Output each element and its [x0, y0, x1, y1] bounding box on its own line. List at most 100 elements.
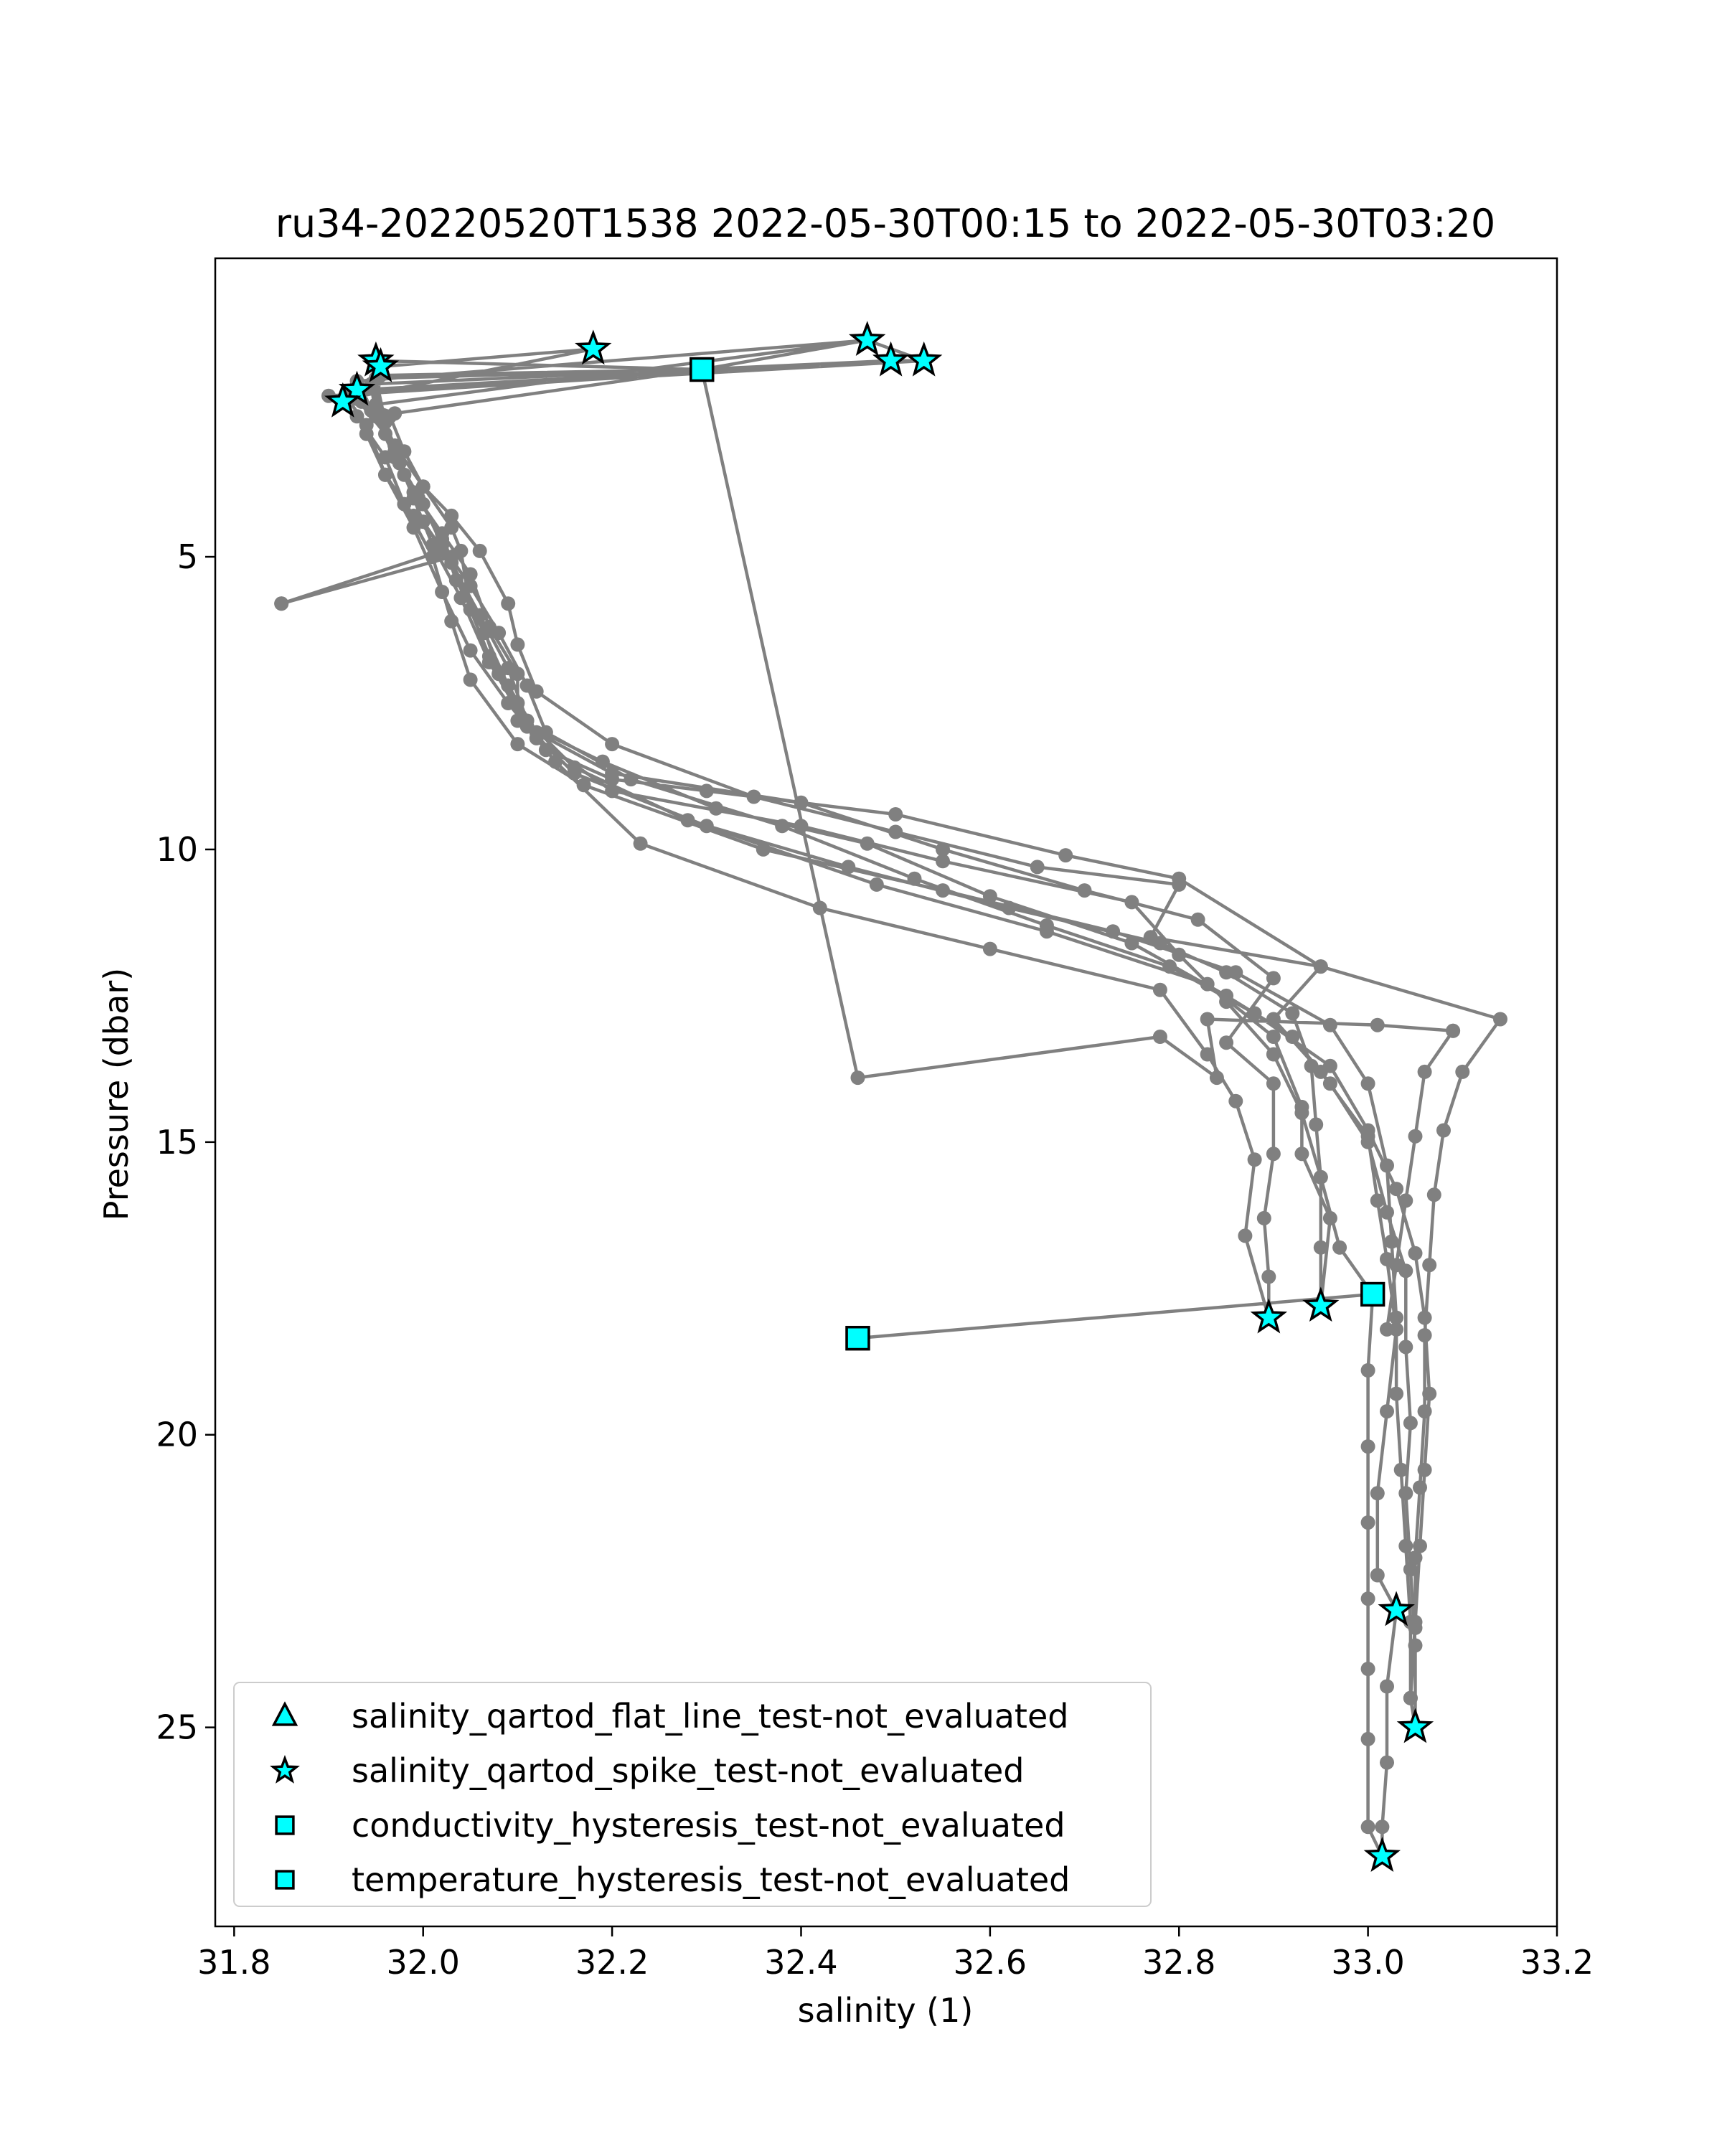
- profile-point: [1124, 895, 1139, 910]
- profile-point: [633, 836, 648, 851]
- x-tick-label: 32.6: [954, 1943, 1027, 1982]
- profile-point: [463, 672, 478, 687]
- x-tick-label: 32.4: [764, 1943, 837, 1982]
- profile-point: [1398, 1193, 1413, 1208]
- x-axis: 31.8 32.0 32.2 32.4 32.6 32.8 33.0 33.2: [197, 1926, 1594, 1982]
- profile-point: [415, 479, 430, 494]
- profile-point: [680, 813, 695, 828]
- star-flag-marker: [872, 341, 910, 377]
- profile-point: [1152, 982, 1167, 997]
- profile-point: [463, 602, 478, 617]
- profile-point: [1256, 1210, 1271, 1225]
- profile-point: [274, 596, 289, 611]
- star-flag-marker: [848, 321, 886, 357]
- profile-point: [1422, 1386, 1437, 1401]
- profile-point: [1219, 988, 1234, 1003]
- profile-point: [1209, 1070, 1224, 1086]
- profile-point: [378, 467, 392, 482]
- profile-point: [1322, 1017, 1337, 1032]
- profile-point: [567, 766, 582, 781]
- profile-point: [1124, 936, 1139, 951]
- profile-point: [1413, 1480, 1427, 1495]
- profile-point: [1266, 971, 1281, 986]
- profile-point: [1422, 1258, 1437, 1273]
- profile-point: [1360, 1515, 1375, 1530]
- profile-point: [463, 578, 478, 593]
- profile-point: [1200, 1012, 1215, 1027]
- profile-point: [699, 819, 714, 834]
- profile-point: [1313, 1240, 1328, 1255]
- profile-point: [1426, 1187, 1441, 1202]
- profile-point: [699, 783, 714, 799]
- profile-point: [869, 877, 884, 892]
- legend-entry-label: temperature_hysteresis_test-not_evaluate…: [352, 1860, 1070, 1899]
- profile-point: [1370, 1193, 1385, 1208]
- profile-point: [1238, 1228, 1253, 1243]
- x-tick-label: 33.2: [1520, 1943, 1594, 1982]
- profile-point: [888, 807, 903, 822]
- profile-point: [453, 543, 469, 558]
- star-flag-marker: [1363, 1837, 1401, 1872]
- y-tick-label: 5: [177, 537, 198, 576]
- profile-point: [1360, 1439, 1375, 1454]
- profile-point: [1403, 1416, 1418, 1431]
- profile-point: [1077, 883, 1092, 898]
- y-axis-label: Pressure (dbar): [97, 968, 136, 1220]
- x-tick-label: 33.0: [1331, 1943, 1404, 1982]
- star-flag-marker: [1396, 1708, 1434, 1743]
- legend-square-icon: [275, 1870, 295, 1890]
- profile-point: [936, 842, 950, 857]
- profile-point: [1417, 1310, 1432, 1325]
- profile-point: [548, 754, 563, 769]
- profile-point: [519, 719, 535, 734]
- profile-point: [982, 941, 997, 956]
- profile-point: [1313, 1169, 1328, 1185]
- profile-point: [746, 789, 761, 804]
- profile-point: [775, 819, 790, 834]
- profile-point: [1322, 1076, 1337, 1091]
- x-tick-label: 32.8: [1142, 1943, 1215, 1982]
- profile-point: [1389, 1258, 1404, 1273]
- profile-point: [605, 783, 620, 799]
- profile-point: [1030, 860, 1045, 875]
- profile-point: [1294, 1147, 1309, 1162]
- profile-point: [463, 567, 478, 582]
- profile-point: [576, 778, 591, 793]
- profile-point: [1417, 1462, 1432, 1477]
- profile-point: [1408, 1638, 1423, 1653]
- profile-point: [448, 573, 464, 588]
- profile-point: [1002, 900, 1017, 915]
- profile-point: [1266, 1030, 1281, 1044]
- star-flag-marker: [1250, 1298, 1288, 1334]
- profile-point: [415, 514, 430, 529]
- profile-point: [850, 1070, 865, 1086]
- profile-point: [860, 836, 875, 851]
- profile-point: [1304, 1058, 1319, 1073]
- profile-point: [1393, 1462, 1408, 1477]
- legend-entry-label: salinity_qartod_flat_line_test-not_evalu…: [352, 1697, 1068, 1736]
- profile-point: [1360, 1820, 1375, 1835]
- profile-point: [1322, 1210, 1337, 1225]
- profile-point: [907, 871, 922, 886]
- profile-point: [1247, 1152, 1262, 1167]
- profile-point: [1408, 1550, 1423, 1566]
- profile-point: [1360, 1662, 1375, 1677]
- profile-point: [1408, 1246, 1423, 1261]
- profile-point: [1408, 1620, 1423, 1635]
- profile-point: [435, 537, 450, 552]
- profile-point: [794, 819, 809, 834]
- profile-point: [481, 649, 497, 664]
- star-flag-marker: [905, 341, 943, 377]
- profile-point: [1380, 1679, 1394, 1694]
- profile-point: [425, 550, 440, 565]
- star-flag-marker: [575, 329, 612, 365]
- profile-point: [444, 555, 459, 570]
- profile-point: [1380, 1205, 1394, 1220]
- legend-triangle-icon: [271, 1701, 298, 1726]
- star-flag-marker: [362, 347, 400, 382]
- profile-point: [841, 860, 856, 875]
- profile-point: [1172, 871, 1187, 886]
- profile-point: [1247, 1006, 1262, 1021]
- profile-point: [1266, 1047, 1281, 1062]
- flag-marker-layer: [324, 321, 1434, 1872]
